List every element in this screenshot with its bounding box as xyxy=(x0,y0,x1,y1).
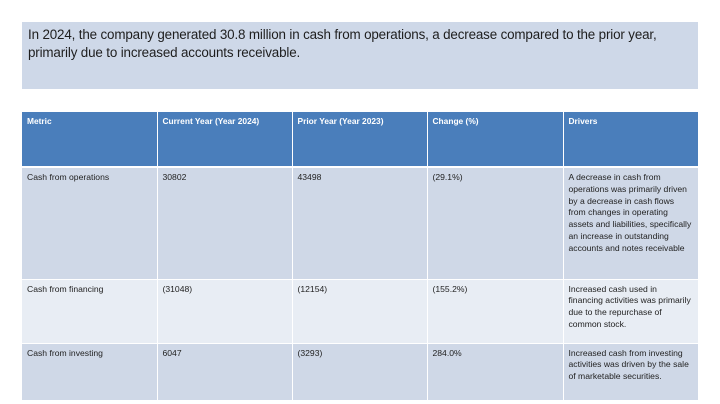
cell-change: (29.1%) xyxy=(427,167,564,280)
cell-prior-year: 43498 xyxy=(292,167,428,280)
cell-change: 284.0% xyxy=(427,343,564,401)
column-header-drivers: Drivers xyxy=(563,112,698,168)
column-header-prior-year: Prior Year (Year 2023) xyxy=(292,112,428,168)
summary-text: In 2024, the company generated 30.8 mill… xyxy=(28,27,657,60)
column-header-metric: Metric xyxy=(22,112,158,168)
table-row: Cash from financing (31048) (12154) (155… xyxy=(22,279,698,344)
summary-box: In 2024, the company generated 30.8 mill… xyxy=(22,22,698,89)
cell-metric: Cash from financing xyxy=(22,279,158,344)
cell-drivers: Increased cash from investing activities… xyxy=(563,343,698,401)
table-row: Cash from investing 6047 (3293) 284.0% I… xyxy=(22,343,698,401)
column-header-change: Change (%) xyxy=(427,112,564,168)
cell-current-year: 6047 xyxy=(157,343,293,401)
cell-prior-year: (12154) xyxy=(292,279,428,344)
table-header-row: Metric Current Year (Year 2024) Prior Ye… xyxy=(22,112,698,168)
cell-drivers: A decrease in cash from operations was p… xyxy=(563,167,698,280)
cell-current-year: 30802 xyxy=(157,167,293,280)
cell-change: (155.2%) xyxy=(427,279,564,344)
cell-prior-year: (3293) xyxy=(292,343,428,401)
cell-current-year: (31048) xyxy=(157,279,293,344)
cell-metric: Cash from investing xyxy=(22,343,158,401)
column-header-current-year: Current Year (Year 2024) xyxy=(157,112,293,168)
table-row: Cash from operations 30802 43498 (29.1%)… xyxy=(22,167,698,280)
cell-drivers: Increased cash used in financing activit… xyxy=(563,279,698,344)
cell-metric: Cash from operations xyxy=(22,167,158,280)
cash-flow-table: Metric Current Year (Year 2024) Prior Ye… xyxy=(22,112,698,401)
